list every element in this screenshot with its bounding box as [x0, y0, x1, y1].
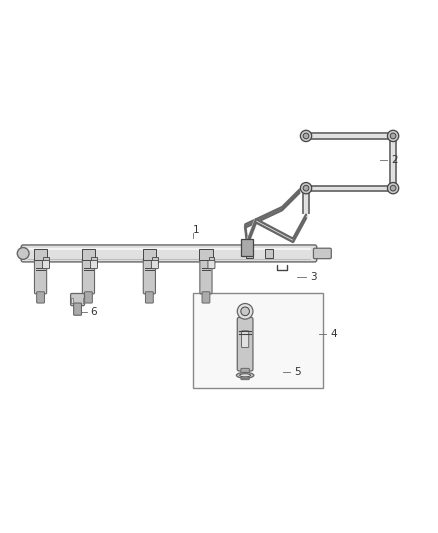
Circle shape	[300, 130, 312, 142]
FancyBboxPatch shape	[200, 259, 212, 294]
FancyBboxPatch shape	[237, 318, 253, 371]
Bar	[199, 249, 212, 260]
FancyBboxPatch shape	[208, 261, 215, 269]
FancyBboxPatch shape	[314, 248, 331, 259]
Bar	[246, 249, 253, 258]
Bar	[34, 249, 47, 260]
FancyBboxPatch shape	[241, 368, 249, 379]
Circle shape	[17, 247, 29, 260]
FancyBboxPatch shape	[82, 259, 95, 294]
Bar	[193, 293, 323, 389]
Bar	[209, 257, 214, 263]
FancyBboxPatch shape	[37, 292, 45, 303]
Bar	[71, 298, 73, 303]
Ellipse shape	[237, 373, 254, 378]
Circle shape	[303, 185, 309, 191]
Circle shape	[388, 182, 399, 194]
Circle shape	[237, 303, 253, 319]
FancyBboxPatch shape	[42, 261, 49, 269]
Circle shape	[303, 133, 309, 139]
Circle shape	[300, 182, 312, 194]
Bar	[82, 249, 95, 260]
Text: 3: 3	[311, 272, 317, 282]
Bar	[43, 257, 49, 263]
Circle shape	[388, 130, 399, 142]
Bar	[83, 298, 84, 303]
Circle shape	[241, 307, 249, 316]
FancyBboxPatch shape	[145, 292, 153, 303]
Text: 6: 6	[91, 307, 97, 317]
FancyBboxPatch shape	[152, 261, 159, 269]
FancyBboxPatch shape	[85, 292, 92, 303]
FancyBboxPatch shape	[143, 259, 155, 294]
Bar	[91, 257, 96, 263]
Text: 2: 2	[391, 155, 398, 165]
Bar	[143, 249, 156, 260]
Bar	[241, 239, 253, 256]
Ellipse shape	[240, 374, 251, 377]
FancyBboxPatch shape	[241, 331, 249, 348]
FancyBboxPatch shape	[21, 245, 317, 262]
FancyBboxPatch shape	[90, 261, 97, 269]
FancyBboxPatch shape	[35, 259, 47, 294]
Text: 5: 5	[294, 367, 300, 377]
FancyBboxPatch shape	[202, 292, 210, 303]
Circle shape	[390, 133, 396, 139]
Bar	[152, 257, 158, 263]
FancyBboxPatch shape	[71, 294, 85, 305]
Text: 1: 1	[193, 224, 200, 235]
Text: 4: 4	[330, 329, 337, 339]
Circle shape	[390, 185, 396, 191]
FancyBboxPatch shape	[74, 303, 81, 315]
Bar	[265, 249, 273, 258]
